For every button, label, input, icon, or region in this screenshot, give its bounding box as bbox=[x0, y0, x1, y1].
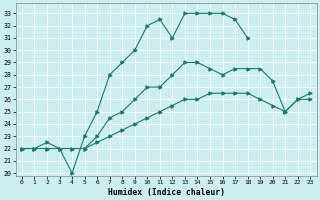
X-axis label: Humidex (Indice chaleur): Humidex (Indice chaleur) bbox=[108, 188, 225, 197]
